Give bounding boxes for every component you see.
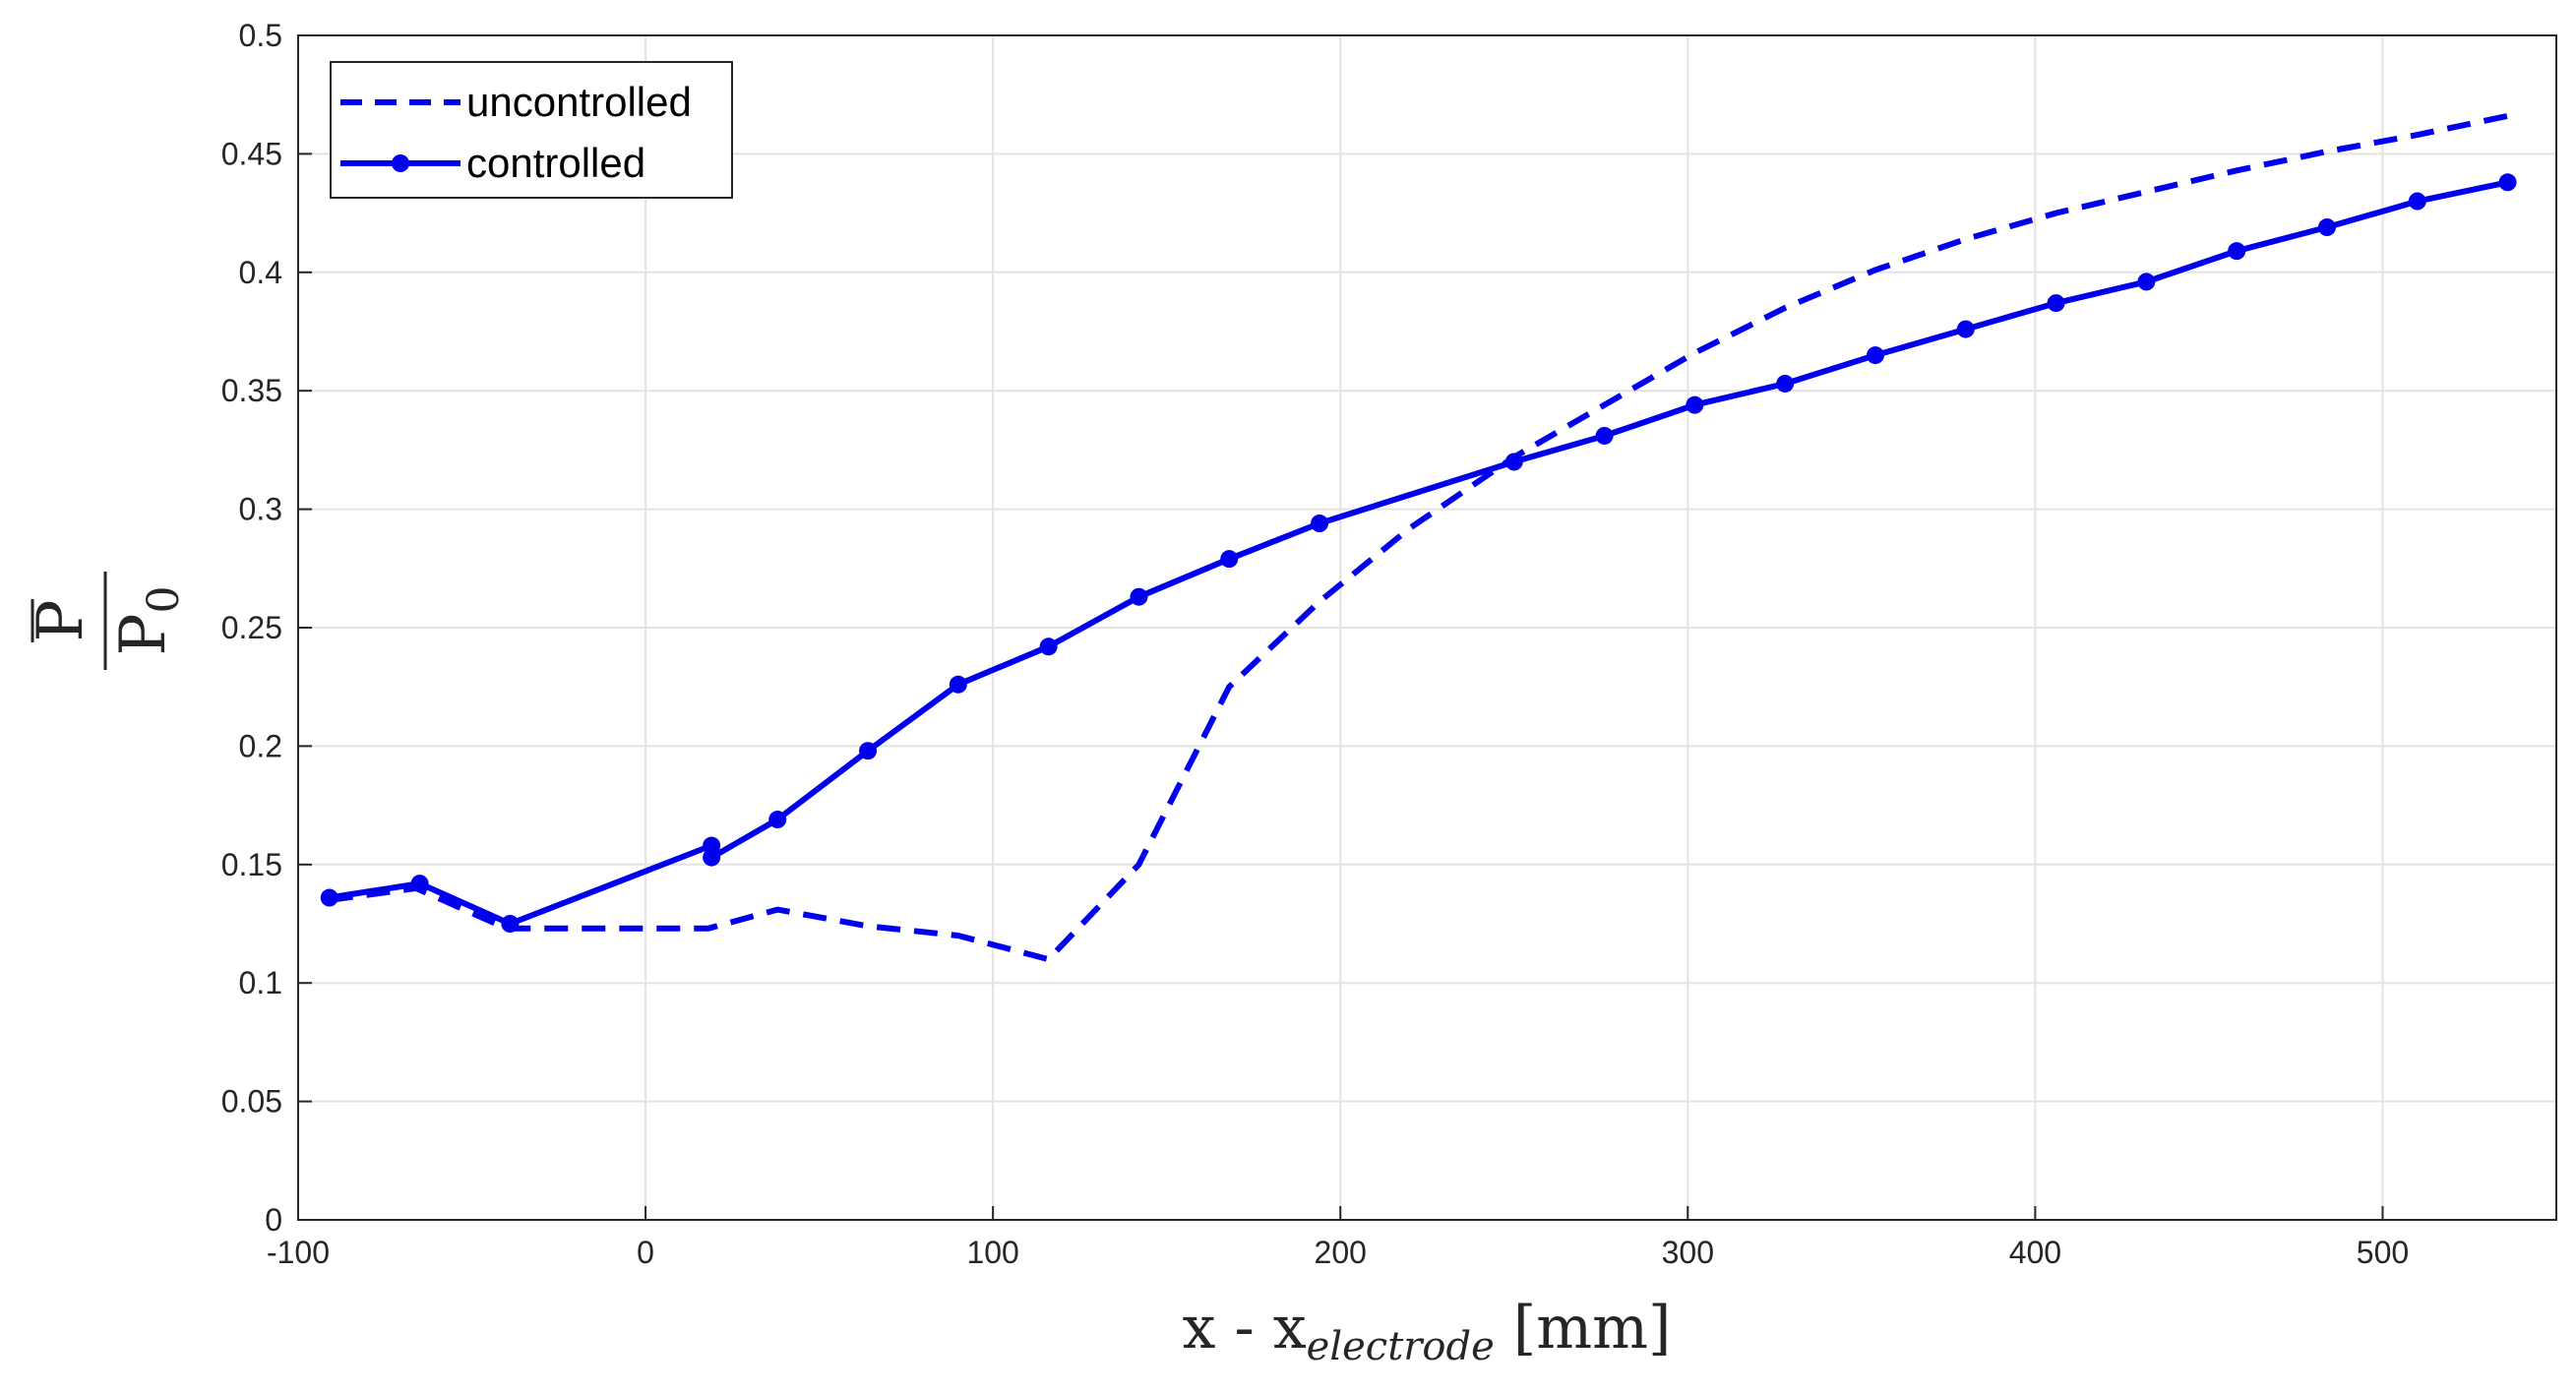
data-point-controlled [703, 848, 721, 867]
data-point-controlled [1595, 426, 1614, 445]
data-point-controlled [1130, 587, 1148, 606]
data-point-controlled [1956, 320, 1975, 338]
data-point-controlled [2498, 173, 2517, 192]
x-tick-label: 200 [1315, 1235, 1367, 1270]
x-tick-label: 300 [1662, 1235, 1714, 1270]
x-axis-label-subscript: electrode [1307, 1324, 1495, 1369]
data-point-controlled [2317, 218, 2336, 237]
data-point-controlled [1504, 453, 1523, 471]
legend: uncontrolled controlled [330, 61, 733, 199]
x-tick-label: -100 [267, 1235, 330, 1270]
series-line-uncontrolled [329, 112, 2509, 963]
y-tick-label: 0.05 [221, 1084, 282, 1120]
data-point-controlled [410, 875, 429, 893]
legend-box [330, 61, 733, 199]
x-axis-label-unit: [mm] [1495, 1294, 1672, 1363]
legend-marker-controlled [392, 154, 409, 172]
x-axis-label: x - xelectrode [mm] [1183, 1294, 1672, 1369]
x-tick-label: 0 [637, 1235, 654, 1270]
y-tick-label: 0.25 [221, 610, 282, 645]
y-axis-label-denominator-main: P [107, 613, 180, 655]
y-tick-label: 0.35 [221, 373, 282, 408]
ticks: -100 0 100 200 300 400 50000.050.10.150.20.250… [221, 18, 2409, 1270]
y-tick-label: 0.3 [239, 492, 282, 527]
y-tick-label: 0 [265, 1202, 282, 1238]
y-tick-label: 0.15 [221, 847, 282, 882]
legend-label-uncontrolled: uncontrolled [466, 79, 692, 125]
x-axis-label-main: x - x [1183, 1294, 1307, 1363]
series-layer [320, 112, 2517, 963]
y-tick-label: 0.45 [221, 136, 282, 171]
data-point-controlled [859, 742, 878, 760]
y-tick-label: 0.4 [239, 255, 282, 290]
legend-label-controlled: controlled [466, 140, 645, 186]
x-tick-label: 500 [2357, 1235, 2409, 1270]
data-point-controlled [2137, 273, 2156, 291]
data-point-controlled [949, 675, 967, 694]
data-point-controlled [1220, 550, 1239, 569]
y-tick-label: 0.1 [239, 965, 282, 1000]
data-point-controlled [2408, 192, 2426, 211]
data-point-controlled [1039, 637, 1058, 656]
data-point-controlled [2228, 242, 2246, 261]
data-point-controlled [1866, 346, 1884, 365]
x-tick-label: 400 [2009, 1235, 2061, 1270]
y-axis-label-denominator: P0 [107, 585, 189, 655]
data-point-controlled [768, 811, 787, 829]
data-point-controlled [2047, 294, 2065, 313]
x-tick-label: 100 [966, 1235, 1018, 1270]
y-axis-label-denominator-sub: 0 [139, 585, 189, 613]
data-point-controlled [501, 915, 520, 933]
data-point-controlled [1776, 374, 1795, 393]
y-axis-label: P P0 [25, 572, 189, 670]
data-point-controlled [1686, 395, 1704, 414]
data-point-controlled [320, 888, 338, 907]
y-tick-label: 0.2 [239, 728, 282, 763]
data-point-controlled [1311, 515, 1329, 533]
y-tick-label: 0.5 [239, 18, 282, 53]
y-axis-label-numerator: P [25, 599, 97, 641]
